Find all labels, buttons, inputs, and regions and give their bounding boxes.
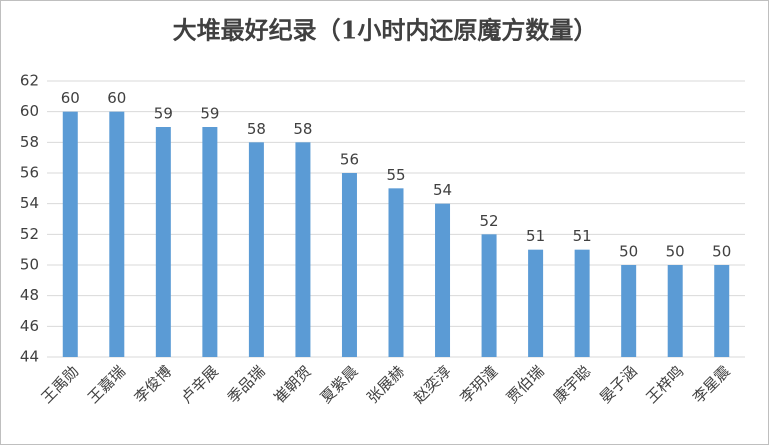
bar	[528, 249, 544, 357]
y-tick-label: 52	[20, 225, 39, 243]
data-label: 56	[340, 151, 359, 169]
bar	[481, 234, 497, 357]
y-tick-label: 50	[20, 256, 39, 274]
bar	[62, 111, 78, 358]
data-label: 59	[154, 105, 173, 123]
y-tick-label: 46	[20, 317, 39, 335]
data-label: 54	[433, 181, 452, 199]
bar	[341, 173, 357, 357]
y-tick-label: 56	[20, 164, 39, 182]
bar	[109, 111, 125, 358]
bar	[435, 203, 451, 357]
data-label: 50	[712, 243, 731, 261]
bar	[714, 265, 730, 357]
chart-title: 大堆最好纪录（1小时内还原魔方数量）	[173, 16, 598, 45]
data-label: 51	[526, 227, 545, 245]
data-label: 50	[619, 243, 638, 261]
bar	[202, 127, 218, 357]
data-label: 50	[666, 243, 685, 261]
y-tick-label: 48	[20, 286, 39, 304]
bar	[621, 265, 637, 357]
y-tick-label: 62	[20, 72, 39, 90]
y-tick-label: 54	[20, 194, 39, 212]
data-label: 59	[200, 105, 219, 123]
bar	[248, 142, 264, 357]
data-label: 58	[293, 120, 312, 138]
data-label: 55	[386, 166, 405, 184]
y-tick-label: 58	[20, 133, 39, 151]
bar	[667, 265, 683, 357]
bar	[388, 188, 404, 357]
bar	[295, 142, 311, 357]
data-label: 52	[480, 212, 499, 230]
data-label: 60	[107, 89, 126, 107]
y-tick-label: 44	[20, 348, 39, 366]
data-label: 51	[573, 227, 592, 245]
bar	[155, 127, 171, 357]
y-tick-label: 60	[20, 102, 39, 120]
data-label: 58	[247, 120, 266, 138]
bar	[574, 249, 590, 357]
data-label: 60	[61, 89, 80, 107]
